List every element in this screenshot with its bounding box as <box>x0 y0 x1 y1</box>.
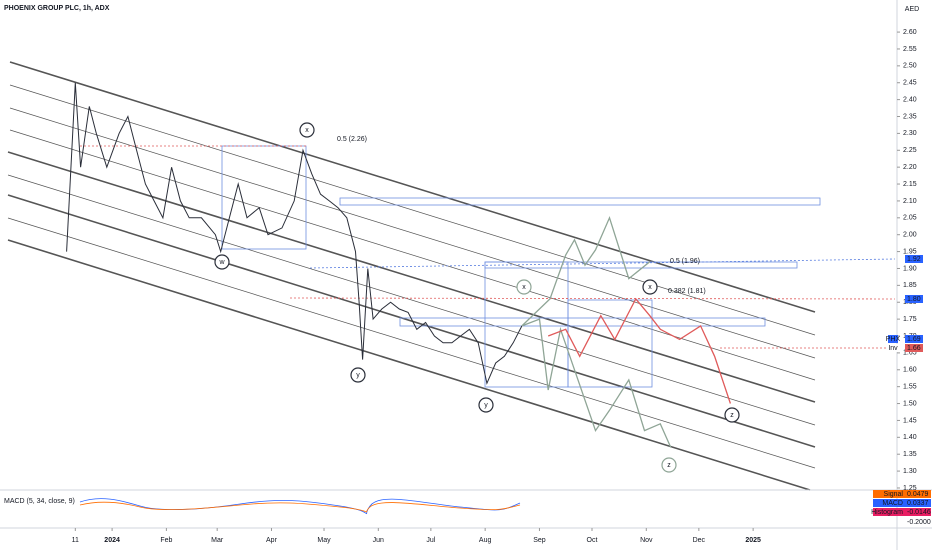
macd-legend-value-bg <box>905 508 931 516</box>
y-tick-label: 1.65 <box>903 350 917 357</box>
macd-pane: MACD (5, 34, close, 9) <box>4 498 521 515</box>
price-badge <box>905 295 923 303</box>
badge-tag-label: Inv <box>888 345 898 352</box>
y-tick-label: 1.55 <box>903 384 917 391</box>
price-badge <box>905 255 923 263</box>
y-tick-label: 2.60 <box>903 29 917 36</box>
macd-scale: -0.2000 <box>907 519 931 526</box>
wave-label: w <box>218 259 225 266</box>
badge-tag <box>888 344 898 352</box>
chart-title: PHOENIX GROUP PLC, 1h, ADX <box>4 5 110 12</box>
y-tick-label: 1.30 <box>903 468 917 475</box>
y-tick-label: 2.00 <box>903 232 917 239</box>
macd-legend-name: Signal <box>884 491 904 498</box>
price-badge-label: 1.92 <box>907 256 921 263</box>
wave-label: z <box>667 462 671 469</box>
wave-label: y <box>356 372 360 379</box>
wave-circle <box>642 279 658 295</box>
y-tick-label: 1.75 <box>903 316 917 323</box>
badge-tag-label: PHX <box>886 336 901 343</box>
currency: AED <box>905 6 919 13</box>
wave-label: z <box>730 412 734 419</box>
wave-circle <box>724 407 740 423</box>
y-tick-label: 1.25 <box>903 485 917 492</box>
fib-label: 0.5 (2.26) <box>337 136 367 143</box>
y-tick-label: 2.40 <box>903 96 917 103</box>
x-tick-label: 11 <box>72 537 79 544</box>
channel <box>7 61 816 491</box>
y-tick-label: 2.20 <box>903 164 917 171</box>
x-tick-label: 2025 <box>745 537 761 544</box>
wave-label: x <box>648 284 652 291</box>
y-tick-label: 2.55 <box>903 46 917 53</box>
macd-legend-value-bg <box>905 490 931 498</box>
y-tick-label: 1.45 <box>903 417 917 424</box>
macd-legend-value: 0.0479 <box>907 491 929 498</box>
y-tick-label: 1.35 <box>903 451 917 458</box>
price-badge-label: 1.80 <box>907 296 921 303</box>
x-tick-label: 2024 <box>104 537 120 544</box>
y-tick-label: 2.30 <box>903 130 917 137</box>
macd-legend-name-bg <box>873 490 905 498</box>
price-badge <box>905 335 923 343</box>
x-tick-label: Jun <box>373 537 384 544</box>
y-tick-label: 1.40 <box>903 434 917 441</box>
badge-tag <box>888 335 898 343</box>
macd-legend-name: Histogram <box>871 509 903 516</box>
x-tick-label: Feb <box>160 537 172 544</box>
wave-circle <box>350 367 366 383</box>
y-tick-label: 2.05 <box>903 215 917 222</box>
price-badge-label: 1.66 <box>907 345 921 352</box>
y-tick-label: 2.25 <box>903 147 917 154</box>
y-tick-label: 1.85 <box>903 282 917 289</box>
fib-label: 0.382 (1.81) <box>668 288 706 295</box>
wave-label: x <box>522 284 526 291</box>
wave-circle <box>516 279 532 295</box>
wave-label: x <box>305 127 309 134</box>
wave-label: y <box>484 402 488 409</box>
x-tick-label: Nov <box>640 537 653 544</box>
macd-legend-value-bg <box>905 499 931 507</box>
y-tick-label: 2.35 <box>903 113 917 120</box>
y-tick-label: 1.60 <box>903 367 917 374</box>
x-tick-label: May <box>317 537 331 544</box>
wave-circle <box>661 457 677 473</box>
price-line <box>521 215 651 327</box>
macd-legend-value: 0.0337 <box>907 500 929 507</box>
y-tick-label: 2.15 <box>903 181 917 188</box>
x-tick-label: Apr <box>266 537 278 544</box>
wave-circle <box>478 397 494 413</box>
x-tick-label: Aug <box>479 537 492 544</box>
price-line <box>521 318 672 448</box>
x-tick-label: Mar <box>211 537 224 544</box>
macd-legend-value: -0.0146 <box>907 509 931 516</box>
macd-legend-name: MACD <box>882 500 903 507</box>
price-line <box>547 297 732 404</box>
y-tick-label: 2.45 <box>903 80 917 87</box>
x-tick-label: Oct <box>587 537 598 544</box>
x-tick-label: Dec <box>693 537 706 544</box>
macd-legend-name-bg <box>873 508 905 516</box>
x-tick-label: Sep <box>533 537 546 544</box>
price-badge-label: 1.69 <box>907 336 921 343</box>
macd-legend-name-bg <box>873 499 905 507</box>
y-tick-label: 1.95 <box>903 248 917 255</box>
price-badge <box>905 344 923 352</box>
wave-circle <box>214 254 230 270</box>
y-tick-label: 2.10 <box>903 198 917 205</box>
price-line <box>66 82 523 385</box>
y-tick-label: 1.90 <box>903 265 917 272</box>
wave-circle <box>299 122 315 138</box>
x-tick-label: Jul <box>426 537 435 544</box>
y-tick-label: 1.50 <box>903 400 917 407</box>
y-tick-label: 2.50 <box>903 63 917 70</box>
fib-label: 0.5 (1.96) <box>670 258 700 265</box>
macd-title: MACD (5, 34, close, 9) <box>4 498 75 505</box>
